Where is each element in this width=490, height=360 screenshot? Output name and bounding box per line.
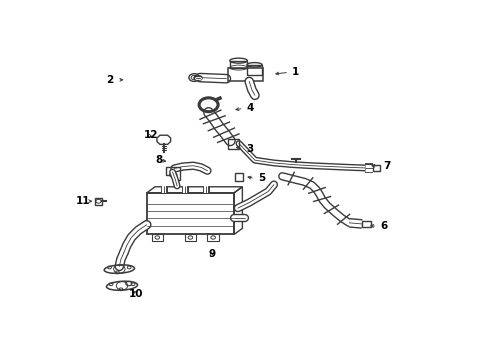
Text: 10: 10 xyxy=(129,289,144,299)
Text: 8: 8 xyxy=(155,155,163,165)
Text: 1: 1 xyxy=(292,67,299,77)
Text: 12: 12 xyxy=(144,130,159,140)
Text: 5: 5 xyxy=(258,174,265,184)
Text: 7: 7 xyxy=(383,161,391,171)
Text: 6: 6 xyxy=(380,221,388,231)
Text: 9: 9 xyxy=(209,249,216,260)
Text: 4: 4 xyxy=(246,103,254,113)
Text: 3: 3 xyxy=(246,144,254,154)
Text: 2: 2 xyxy=(106,75,113,85)
Text: 11: 11 xyxy=(75,196,90,206)
